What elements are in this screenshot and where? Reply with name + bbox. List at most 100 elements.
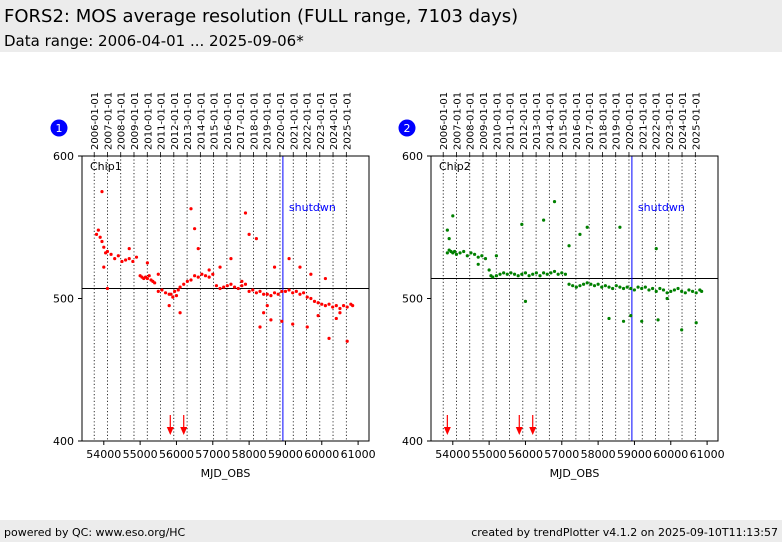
chart2-point bbox=[523, 299, 528, 303]
chart1-point bbox=[232, 285, 237, 289]
chart1-point bbox=[189, 278, 193, 282]
chart1-x-tick-label: 54000 bbox=[86, 448, 121, 461]
chart1-point bbox=[323, 304, 328, 308]
chart2-top-date-label: 2009-01-01 bbox=[479, 92, 490, 150]
chart1-point bbox=[276, 292, 280, 296]
chart1-point bbox=[105, 286, 110, 291]
chart1-x-tick-label: 61000 bbox=[341, 448, 376, 461]
chart1-point bbox=[287, 257, 291, 261]
chart2-point bbox=[516, 274, 520, 278]
chart1-top-date-label: 2024-01-01 bbox=[329, 92, 340, 150]
chart2-point bbox=[632, 288, 637, 292]
chart2-point bbox=[680, 289, 684, 293]
chart1-point bbox=[131, 259, 135, 264]
chart1-point bbox=[200, 272, 204, 276]
chart1-top-date-label: 2012-01-01 bbox=[170, 92, 181, 150]
chart2-point bbox=[491, 275, 495, 279]
chart1-event-arrow-head bbox=[180, 427, 188, 435]
chart2-point bbox=[600, 285, 604, 289]
chart1-point bbox=[176, 288, 180, 292]
chart1-point bbox=[145, 261, 149, 265]
chart2-point bbox=[651, 286, 655, 291]
chart1-point bbox=[298, 292, 302, 296]
chart2-point bbox=[453, 249, 457, 254]
chart1-point bbox=[105, 249, 110, 254]
chart2-point bbox=[542, 271, 546, 275]
chart1-point bbox=[218, 265, 222, 269]
chart2-point bbox=[683, 291, 687, 295]
chart1-x-tick-label: 60000 bbox=[304, 448, 339, 461]
chart2-point bbox=[556, 272, 560, 276]
chart1-point bbox=[160, 288, 164, 292]
chart2-point bbox=[640, 319, 644, 323]
chart1-shutdown-label: shutdwn bbox=[289, 201, 336, 214]
chart2-point bbox=[563, 272, 568, 276]
chart1-point bbox=[96, 228, 100, 232]
chart2-point bbox=[494, 254, 498, 258]
chart1-point bbox=[169, 292, 173, 296]
chart2-y-tick-label: 600 bbox=[402, 150, 423, 163]
chart2-point bbox=[472, 252, 477, 256]
chart2-point bbox=[545, 272, 549, 276]
chart2-point bbox=[676, 286, 680, 291]
chart2-top-date-label: 2014-01-01 bbox=[545, 92, 556, 150]
chart1-point bbox=[196, 275, 200, 279]
chart1-point bbox=[100, 190, 104, 194]
chart1-point bbox=[262, 292, 266, 296]
chart2-top-date-label: 2023-01-01 bbox=[665, 92, 676, 150]
chart2-point bbox=[465, 254, 469, 258]
chart1-point bbox=[145, 276, 149, 281]
chart2-point bbox=[509, 271, 513, 275]
chart2-point bbox=[647, 288, 651, 292]
chart2-point bbox=[585, 281, 589, 285]
chart1-point bbox=[269, 294, 273, 298]
chart1-point bbox=[94, 232, 99, 236]
chart1-point bbox=[298, 265, 302, 269]
chart1-point bbox=[265, 292, 269, 296]
chart2-point bbox=[445, 251, 449, 255]
chart2-x-tick-label: 60000 bbox=[653, 448, 688, 461]
chart2-point bbox=[687, 288, 691, 292]
chart2-top-date-label: 2017-01-01 bbox=[585, 92, 596, 150]
chart1-point bbox=[153, 281, 157, 285]
chart2-point bbox=[603, 284, 607, 288]
footer-credit: powered by QC: www.eso.org/HC bbox=[4, 526, 186, 539]
chart2-point bbox=[552, 200, 557, 204]
chart1-point bbox=[254, 291, 258, 295]
chart2-point bbox=[480, 254, 484, 258]
chart1-point bbox=[102, 245, 106, 249]
chart2-point bbox=[502, 271, 506, 275]
chart2-point bbox=[581, 282, 586, 286]
chart2-point bbox=[614, 284, 618, 288]
chart2-point bbox=[574, 285, 578, 289]
chart1-point bbox=[240, 279, 244, 283]
chart2-point bbox=[607, 285, 611, 289]
chart1-top-date-label: 2015-01-01 bbox=[210, 92, 221, 150]
chart2-point bbox=[520, 222, 524, 226]
chart1-point bbox=[171, 295, 175, 299]
chart1-point bbox=[236, 286, 240, 291]
chart1-point bbox=[320, 302, 324, 306]
chart1-point bbox=[305, 295, 309, 299]
chart1-point bbox=[243, 211, 248, 215]
chart1-top-date-label: 2014-01-01 bbox=[196, 92, 207, 150]
chart1-top-date-label: 2021-01-01 bbox=[289, 92, 300, 150]
chart1-point bbox=[189, 207, 193, 211]
chart1-point bbox=[262, 311, 266, 315]
chart2-point bbox=[640, 286, 644, 291]
chart2-point bbox=[669, 289, 673, 293]
chart2-point bbox=[476, 262, 480, 266]
chart1-y-tick-label: 600 bbox=[53, 150, 74, 163]
chart2-point bbox=[629, 314, 633, 318]
chart2-top-date-label: 2016-01-01 bbox=[572, 92, 583, 150]
chart2-x-tick-label: 61000 bbox=[690, 448, 725, 461]
chart1-point bbox=[345, 339, 349, 343]
chart1-point bbox=[100, 239, 104, 244]
chart2-top-date-label: 2013-01-01 bbox=[532, 92, 543, 150]
chart1-point bbox=[193, 227, 197, 231]
chart2-point bbox=[549, 271, 553, 275]
chart1-y-tick-label: 500 bbox=[53, 293, 74, 306]
chart1-point bbox=[345, 305, 349, 309]
chart1-point bbox=[334, 304, 338, 308]
chart1-point bbox=[291, 322, 295, 326]
